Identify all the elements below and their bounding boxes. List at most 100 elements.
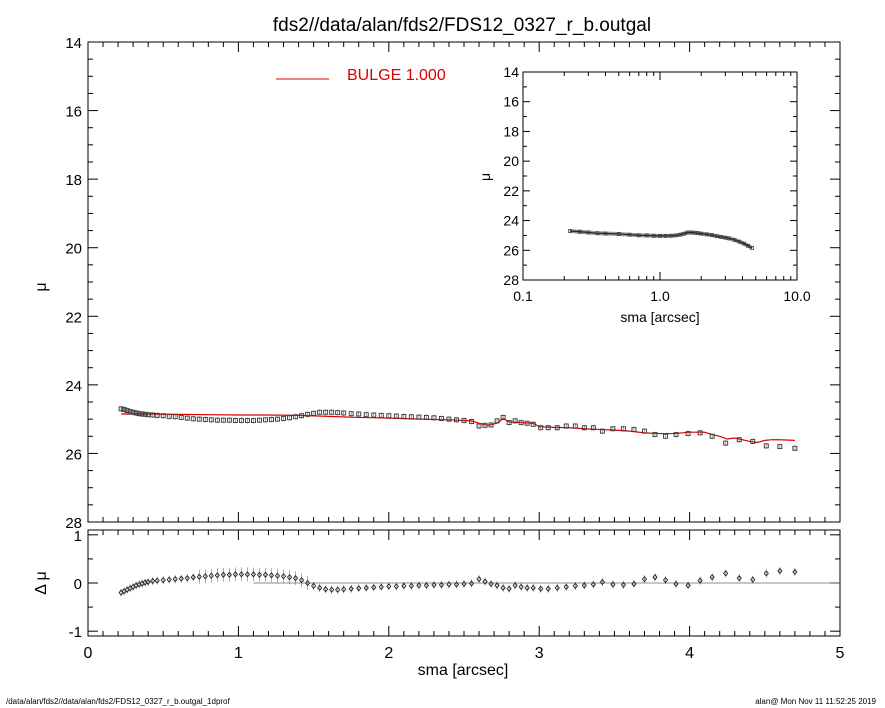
residual-point	[178, 575, 184, 582]
inset-data-point	[705, 232, 709, 237]
inset-data-point	[616, 232, 621, 236]
inset-data-point	[742, 241, 746, 246]
residual-point	[468, 580, 475, 587]
y-tick-label: 16	[65, 104, 82, 121]
residual-point	[256, 571, 263, 579]
residual-point	[482, 578, 488, 585]
residual-point	[329, 586, 335, 593]
residual-point	[673, 580, 679, 588]
residual-point	[652, 573, 658, 581]
residual-point	[590, 581, 596, 588]
residual-point	[446, 581, 452, 588]
inset-data-point	[732, 238, 737, 242]
residual-point	[545, 585, 551, 593]
inset-data-point	[603, 231, 608, 236]
residual-point	[154, 577, 160, 584]
residual-point	[736, 574, 742, 582]
x-tick-label: 4	[685, 645, 694, 662]
inset-x-tick-label: 0.1	[513, 288, 533, 304]
inset-data-point	[586, 230, 591, 235]
inset-y-tick-label: 22	[503, 183, 519, 199]
residual-point	[208, 572, 214, 579]
inset-data-point	[699, 231, 704, 236]
residual-point	[500, 584, 506, 592]
residual-ylabel: Δ μ	[33, 571, 50, 594]
inset-data-point	[715, 234, 719, 239]
inset-data-point	[651, 233, 656, 238]
residual-point	[494, 582, 500, 589]
y-tick-label: 20	[65, 241, 82, 258]
residual-point	[518, 583, 524, 591]
residual-point	[461, 580, 467, 588]
residual-point	[244, 571, 251, 578]
residual-point	[172, 575, 178, 583]
inset-x-tick-label: 1.0	[650, 288, 670, 304]
x-tick-label: 3	[535, 645, 544, 662]
inset-y-tick-label: 24	[503, 213, 519, 229]
inset-data-point	[678, 232, 682, 237]
residual-point	[610, 581, 616, 588]
residual-point	[631, 580, 637, 588]
inset-data-point	[673, 233, 678, 238]
residual-point	[599, 578, 605, 586]
residual-point	[416, 582, 422, 589]
residual-point	[160, 576, 166, 584]
inset-data-point	[682, 231, 686, 236]
bulge-fit-line	[121, 413, 795, 444]
residual-point	[777, 567, 783, 575]
residual-point	[512, 582, 518, 589]
inset-data-point	[668, 233, 673, 238]
residual-point	[620, 581, 627, 589]
inset-xlabel: sma [arcsec]	[620, 309, 699, 325]
inset-frame	[522, 71, 798, 281]
inset-y-tick-label: 28	[503, 272, 519, 288]
residual-point	[274, 572, 281, 579]
residual-point	[709, 573, 715, 581]
residual-point	[196, 573, 202, 580]
inset-y-tick-label: 14	[503, 64, 519, 80]
residual-point	[792, 568, 798, 576]
residual-point	[641, 575, 648, 583]
residual-point	[292, 574, 299, 582]
y-tick-label: 28	[65, 515, 82, 532]
residual-point	[286, 573, 293, 581]
residual-point	[268, 572, 275, 579]
residual-point	[431, 581, 437, 589]
residual-point	[563, 583, 569, 591]
inset-data-point	[686, 230, 690, 235]
residual-point	[662, 576, 669, 584]
x-tick-label: 2	[384, 645, 393, 662]
residual-point	[226, 571, 232, 579]
residual-point	[488, 580, 494, 588]
y-tick-label: 14	[65, 35, 82, 52]
residual-point	[363, 584, 369, 592]
residual-y-tick-label: -1	[69, 624, 82, 641]
main-panel: μ 14 16 18 20 22 24 26 28 BULGE 1.000	[33, 35, 841, 532]
residual-point	[214, 572, 220, 579]
y-tick-label: 18	[65, 172, 82, 189]
residual-point	[438, 581, 445, 589]
residual-y-tick-label: 0	[74, 576, 82, 593]
inset-data-point	[578, 229, 582, 234]
x-tick-label: 1	[234, 645, 243, 662]
residual-point	[311, 582, 317, 590]
inset-data-point	[689, 230, 694, 235]
residual-point	[262, 571, 269, 579]
residual-point	[238, 571, 244, 578]
residual-point	[184, 574, 190, 582]
y-tick-label: 26	[65, 446, 82, 463]
inset-data-point	[723, 235, 728, 240]
inset-data-point	[644, 233, 649, 238]
inset-ylabel: μ	[477, 173, 493, 181]
residual-point	[317, 584, 323, 592]
inset-data-point	[636, 233, 641, 238]
x-tick-label: 5	[836, 645, 845, 662]
inset-panel: μ sma [arcsec] 14 16 18 20 22 24 26 280.1 1.0 10.…	[477, 64, 811, 325]
inset-data-point	[727, 236, 732, 241]
footer-path: /data/alan/fds2//data/alan/fds2/FDS12_03…	[6, 697, 230, 706]
residual-point	[554, 584, 560, 592]
residual-point	[538, 585, 544, 593]
main-ylabel: μ	[33, 282, 50, 291]
inset-data-point	[746, 243, 751, 248]
